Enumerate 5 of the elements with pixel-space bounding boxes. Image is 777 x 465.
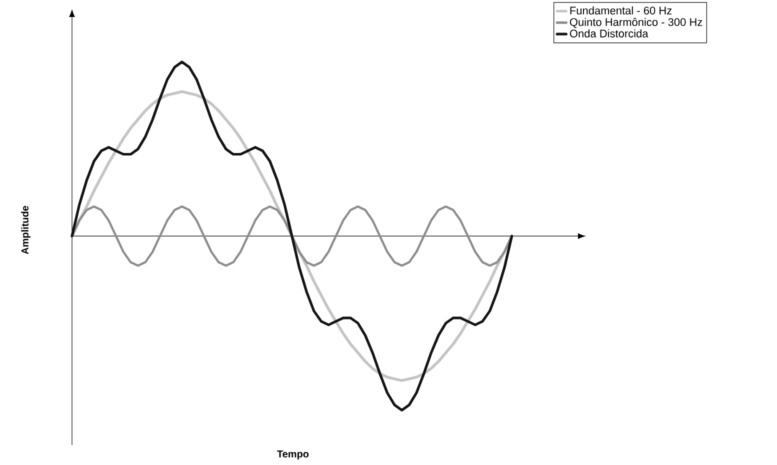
legend-label: Fundamental - 60 Hz — [570, 6, 672, 14]
y-axis-title: Amplitude — [21, 206, 30, 254]
legend-label: Onda Distorcida — [570, 29, 648, 38]
legend-label: Quinto Harmônico - 300 Hz — [570, 18, 702, 28]
x-axis-title: Tempo — [277, 450, 309, 460]
